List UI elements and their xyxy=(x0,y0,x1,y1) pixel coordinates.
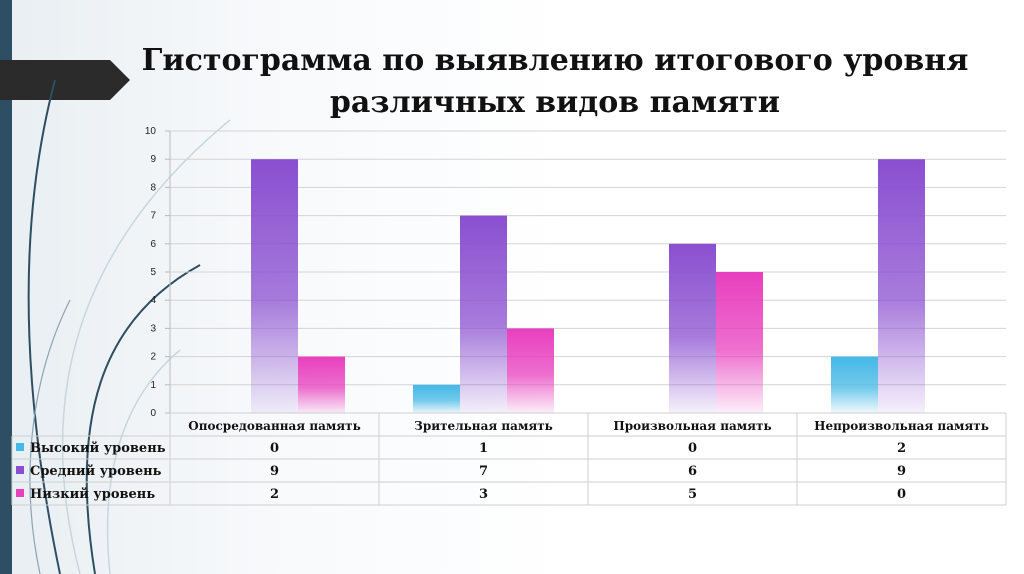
y-tick-label: 3 xyxy=(150,323,156,334)
table-value: 9 xyxy=(270,464,279,479)
legend-swatch xyxy=(16,466,24,474)
table-value: 1 xyxy=(479,441,488,456)
x-category-label: Зрительная память xyxy=(414,419,553,433)
bar-high xyxy=(413,384,460,413)
bar-medium xyxy=(460,215,507,413)
bar-medium xyxy=(251,159,298,413)
bar-medium xyxy=(878,159,925,413)
legend-swatch xyxy=(16,489,24,497)
bar-medium xyxy=(669,243,716,413)
legend-series-label: Средний уровень xyxy=(30,464,162,479)
chart-title: Гистограмма по выявлению итогового уровн… xyxy=(141,43,969,120)
y-tick-label: 10 xyxy=(145,126,157,137)
y-tick-label: 4 xyxy=(150,295,156,306)
table-value: 2 xyxy=(897,441,906,456)
table-value: 0 xyxy=(688,441,697,456)
table-value: 0 xyxy=(897,487,906,502)
bar-high xyxy=(831,356,878,413)
y-tick-label: 8 xyxy=(150,182,156,193)
x-category-label: Произвольная память xyxy=(613,419,771,433)
bar-low xyxy=(716,272,763,413)
decorative-curves xyxy=(0,60,231,574)
legend-swatch xyxy=(16,443,24,451)
table-value: 6 xyxy=(688,464,697,479)
x-category-label: Опосредованная память xyxy=(188,419,361,433)
y-tick-label: 0 xyxy=(150,408,156,419)
y-tick-label: 6 xyxy=(150,239,156,250)
table-value: 0 xyxy=(270,441,279,456)
table-value: 3 xyxy=(479,487,488,502)
bar-low xyxy=(298,356,345,413)
y-tick-label: 1 xyxy=(150,380,156,391)
title-arrow-shape xyxy=(0,60,130,100)
y-tick-label: 7 xyxy=(150,211,156,222)
table-value: 5 xyxy=(688,487,697,502)
table-value: 9 xyxy=(897,464,906,479)
left-accent-stripe xyxy=(0,0,12,574)
x-category-label: Непроизвольная память xyxy=(814,419,989,433)
y-tick-label: 5 xyxy=(150,267,156,278)
y-tick-label: 9 xyxy=(150,154,156,165)
bar-low xyxy=(507,328,554,413)
legend-series-label: Высокий уровень xyxy=(30,441,166,456)
y-tick-label: 2 xyxy=(150,352,156,363)
table-value: 7 xyxy=(479,464,488,479)
legend-series-label: Низкий уровень xyxy=(30,487,155,502)
table-value: 2 xyxy=(270,487,279,502)
